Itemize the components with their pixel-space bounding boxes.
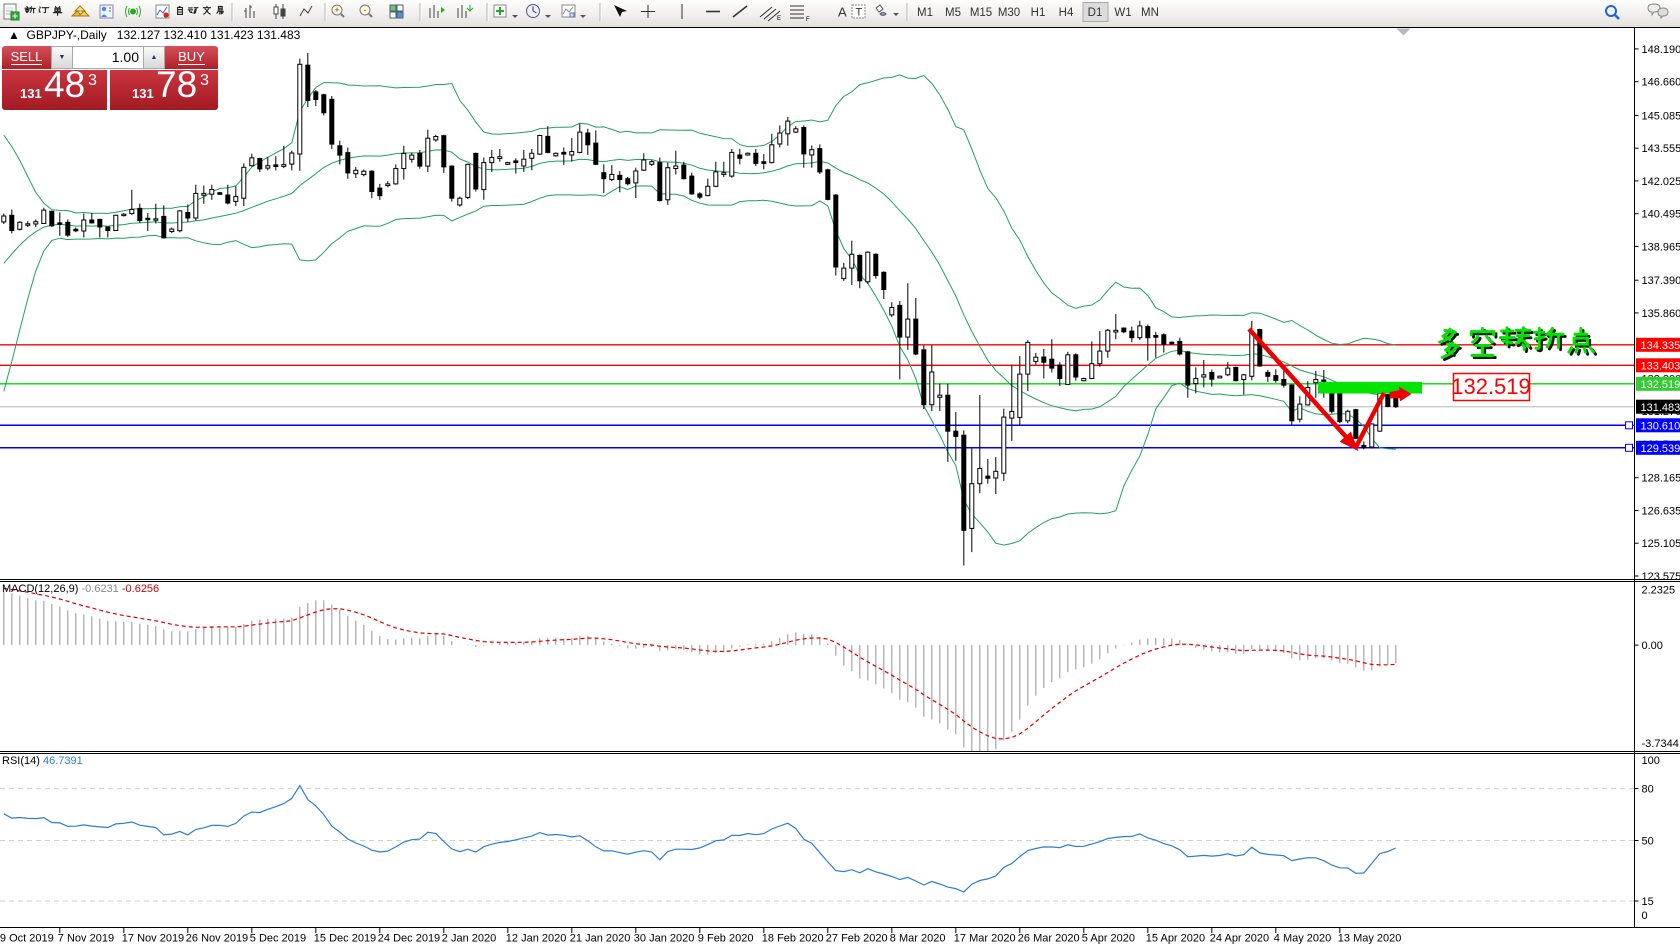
- svg-text:100: 100: [1642, 755, 1660, 767]
- svg-text:M5: M5: [945, 7, 961, 19]
- svg-text:2.2325: 2.2325: [1642, 585, 1676, 597]
- svg-text:27 Feb 2020: 27 Feb 2020: [826, 933, 888, 945]
- svg-text:134.335: 134.335: [1641, 340, 1680, 352]
- svg-text:18 Feb 2020: 18 Feb 2020: [762, 933, 824, 945]
- svg-text:M1: M1: [917, 7, 933, 19]
- svg-text:138.965: 138.965: [1642, 241, 1680, 253]
- svg-text:M15: M15: [970, 7, 992, 19]
- svg-text:125.105: 125.105: [1642, 538, 1680, 550]
- svg-text:24 Apr 2020: 24 Apr 2020: [1210, 933, 1269, 945]
- svg-text:140.495: 140.495: [1642, 209, 1680, 221]
- svg-text:H4: H4: [1059, 7, 1074, 19]
- svg-text:132.519: 132.519: [1641, 379, 1680, 391]
- svg-text:15 Apr 2020: 15 Apr 2020: [1146, 933, 1205, 945]
- svg-text:21 Jan 2020: 21 Jan 2020: [570, 933, 631, 945]
- svg-text:50: 50: [1642, 836, 1654, 848]
- svg-text:E: E: [777, 16, 781, 22]
- svg-text:2 Jan 2020: 2 Jan 2020: [442, 933, 496, 945]
- svg-text:-: -: [364, 5, 367, 15]
- svg-text:7 Nov 2019: 7 Nov 2019: [58, 933, 114, 945]
- svg-text:129.539: 129.539: [1641, 443, 1680, 455]
- svg-text:143.555: 143.555: [1642, 143, 1680, 155]
- svg-text:0.00: 0.00: [1642, 640, 1663, 652]
- svg-text:8 Mar 2020: 8 Mar 2020: [890, 933, 946, 945]
- svg-text:5 Apr 2020: 5 Apr 2020: [1082, 933, 1135, 945]
- svg-text:17 Nov 2019: 17 Nov 2019: [122, 933, 184, 945]
- svg-text:+: +: [334, 5, 339, 15]
- svg-text:F: F: [806, 17, 810, 23]
- svg-text:W1: W1: [1114, 7, 1131, 19]
- svg-text:26 Nov 2019: 26 Nov 2019: [186, 933, 248, 945]
- svg-text:15 Dec 2019: 15 Dec 2019: [314, 933, 376, 945]
- svg-text:148.190: 148.190: [1642, 44, 1680, 56]
- svg-text:30 Jan 2020: 30 Jan 2020: [634, 933, 695, 945]
- svg-text:-3.7344: -3.7344: [1642, 738, 1679, 750]
- svg-text:T: T: [856, 7, 863, 19]
- svg-text:80: 80: [1642, 784, 1654, 796]
- svg-text:12 Jan 2020: 12 Jan 2020: [506, 933, 567, 945]
- svg-text:17 Mar 2020: 17 Mar 2020: [954, 933, 1016, 945]
- svg-text:126.635: 126.635: [1642, 506, 1680, 518]
- svg-text:135.860: 135.860: [1642, 308, 1680, 320]
- svg-text:128.165: 128.165: [1642, 473, 1680, 485]
- svg-text:4 May 2020: 4 May 2020: [1274, 933, 1331, 945]
- svg-text:26 Mar 2020: 26 Mar 2020: [1018, 933, 1080, 945]
- svg-text:146.660: 146.660: [1642, 77, 1680, 89]
- svg-text:9 Feb 2020: 9 Feb 2020: [698, 933, 754, 945]
- svg-text:131.483: 131.483: [1641, 402, 1680, 414]
- svg-text:15: 15: [1642, 896, 1654, 908]
- svg-text:MN: MN: [1141, 7, 1159, 19]
- svg-text:5 Dec 2019: 5 Dec 2019: [250, 933, 306, 945]
- svg-text:D1: D1: [1088, 7, 1103, 19]
- svg-text:133.403: 133.403: [1641, 361, 1680, 373]
- svg-text:13 May 2020: 13 May 2020: [1338, 933, 1402, 945]
- svg-text:29 Oct 2019: 29 Oct 2019: [0, 933, 54, 945]
- svg-text:0: 0: [1642, 910, 1648, 922]
- svg-text:130.610: 130.610: [1641, 421, 1680, 433]
- svg-text:M30: M30: [998, 7, 1020, 19]
- svg-text:24 Dec 2019: 24 Dec 2019: [378, 933, 440, 945]
- svg-text:137.390: 137.390: [1642, 275, 1680, 287]
- svg-text:A: A: [838, 5, 847, 20]
- svg-text:142.025: 142.025: [1642, 176, 1680, 188]
- svg-text:145.085: 145.085: [1642, 110, 1680, 122]
- svg-text:132.519: 132.519: [1451, 374, 1531, 399]
- svg-text:H1: H1: [1031, 7, 1046, 19]
